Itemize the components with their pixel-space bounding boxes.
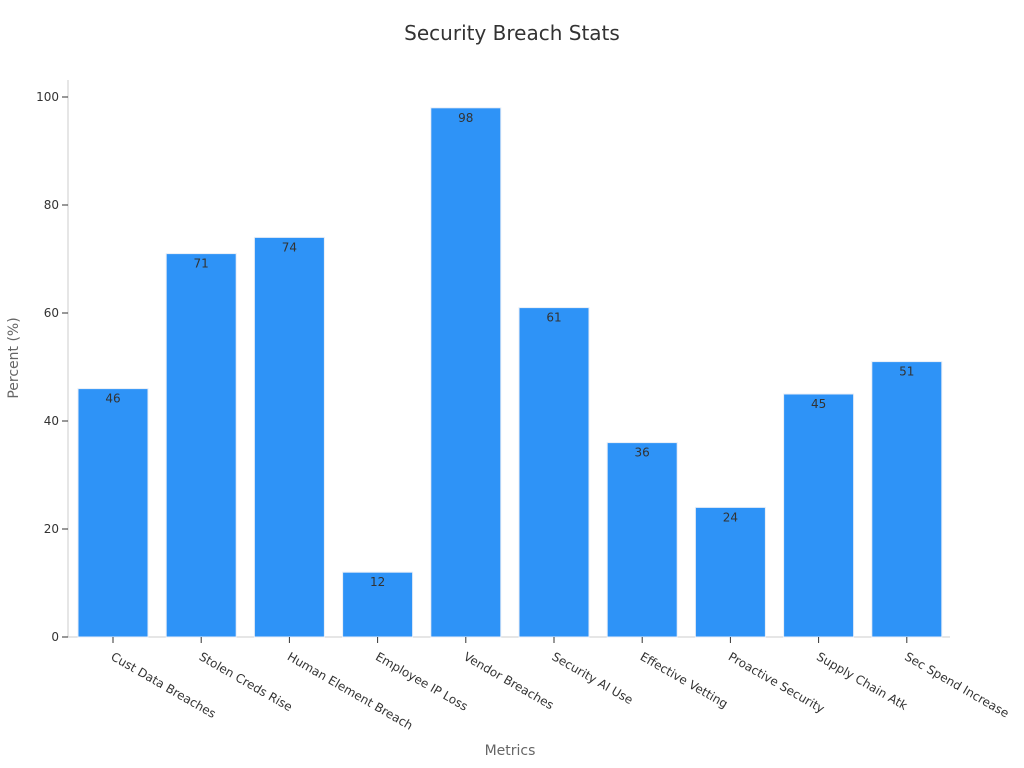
bar — [694, 506, 766, 638]
y-tick-label: 40 — [44, 414, 59, 428]
x-axis-title: Metrics — [485, 743, 536, 759]
bar — [253, 236, 325, 638]
x-tick-label: Sec Spend Increase — [902, 649, 1011, 720]
bar-value-label: 61 — [546, 311, 561, 325]
value-label-group: 46 71 74 12 98 61 36 24 45 51 — [105, 111, 914, 589]
chart-title: Security Breach Stats — [404, 21, 620, 45]
bar-group — [77, 107, 943, 638]
bar — [342, 571, 414, 638]
bar — [165, 253, 237, 638]
y-tick-label: 0 — [51, 630, 59, 644]
y-axis-ticks: 0 20 40 60 80 100 — [36, 90, 68, 644]
x-tick-label: Effective Vetting — [638, 649, 731, 711]
y-axis-title: Percent (%) — [6, 317, 22, 398]
bar — [518, 307, 590, 638]
bar — [430, 107, 502, 638]
bar-value-label: 24 — [723, 510, 738, 524]
bar-value-label: 74 — [282, 240, 297, 254]
bar-value-label: 12 — [370, 575, 385, 589]
bar — [871, 361, 943, 638]
bar-value-label: 36 — [635, 446, 650, 460]
bar-value-label: 46 — [105, 392, 120, 406]
bar — [783, 393, 855, 638]
bar — [77, 388, 149, 638]
x-tick-label: Vendor Breaches — [461, 649, 556, 712]
bar — [606, 442, 678, 638]
x-tick-label: Proactive Security — [726, 649, 827, 715]
y-tick-label: 60 — [44, 306, 59, 320]
y-tick-label: 20 — [44, 522, 59, 536]
y-tick-label: 80 — [44, 198, 59, 212]
bar-value-label: 71 — [194, 257, 209, 271]
y-tick-label: 100 — [36, 90, 59, 104]
x-tick-label: Supply Chain Atk — [814, 649, 910, 712]
bar-value-label: 98 — [458, 111, 473, 125]
x-tick-label: Security AI Use — [550, 649, 636, 707]
bar-value-label: 51 — [899, 365, 914, 379]
bar-value-label: 45 — [811, 397, 826, 411]
